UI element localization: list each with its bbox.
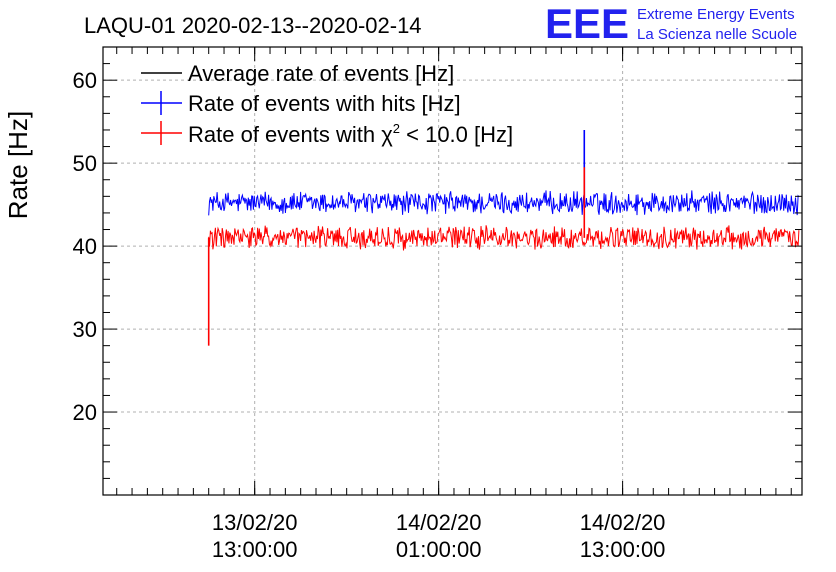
series-group bbox=[207, 129, 800, 346]
y-tick-label-60: 60 bbox=[73, 68, 97, 93]
y-tick-label-40: 40 bbox=[73, 234, 97, 259]
chart-title: LAQU-01 2020-02-13--2020-02-14 bbox=[84, 13, 422, 38]
logo-caption-line1: Extreme Energy Events bbox=[637, 6, 795, 23]
legend-chi2-label: Rate of events with χ2 < 10.0 [Hz] bbox=[188, 121, 513, 147]
x-tick-label-date-2: 14/02/20 bbox=[580, 510, 666, 535]
plot-frame bbox=[102, 46, 803, 496]
legend-hits-label: Rate of events with hits [Hz] bbox=[188, 91, 461, 116]
plot-background bbox=[103, 47, 802, 495]
x-tick-label-date-0: 13/02/20 bbox=[212, 510, 298, 535]
y-tick-label-30: 30 bbox=[73, 317, 97, 342]
y-tick-label-20: 20 bbox=[73, 400, 97, 425]
y-tick-label-50: 50 bbox=[73, 151, 97, 176]
logo-caption-line2: La Scienza nelle Scuole bbox=[637, 26, 797, 43]
axis-ticks: 203040506013/02/2013:00:0014/02/2001:00:… bbox=[73, 47, 802, 562]
x-tick-label-time-0: 13:00:00 bbox=[212, 537, 298, 562]
x-tick-label-date-1: 14/02/20 bbox=[396, 510, 482, 535]
x-tick-label-time-2: 13:00:00 bbox=[580, 537, 666, 562]
chi2-series-line bbox=[208, 225, 800, 251]
hits-series-line bbox=[208, 190, 800, 216]
legend: Average rate of events [Hz] Rate of even… bbox=[141, 61, 513, 147]
eee-logo: EEE bbox=[545, 0, 629, 47]
legend-average-label: Average rate of events [Hz] bbox=[188, 61, 454, 86]
x-tick-label-time-1: 01:00:00 bbox=[396, 537, 482, 562]
y-axis-label: Rate [Hz] bbox=[3, 111, 33, 219]
